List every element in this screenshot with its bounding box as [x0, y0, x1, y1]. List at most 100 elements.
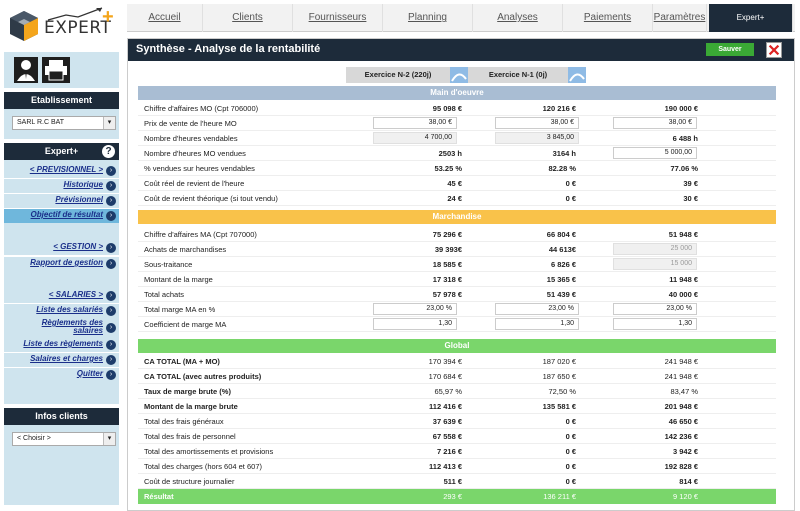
chevron-down-icon: ▾	[103, 117, 115, 129]
cell-value: 83,47 %	[670, 387, 698, 396]
close-icon[interactable]	[766, 42, 782, 58]
cell-value: 142 236 €	[664, 432, 698, 441]
margin-percent-input[interactable]: 23,00 %	[613, 303, 697, 315]
menu-previsionnel-header[interactable]: < PREVISIONNEL > ›	[4, 164, 119, 178]
hours-sold-input[interactable]: 5 000,00	[613, 147, 697, 159]
tab-parametres[interactable]: Paramètres	[653, 4, 707, 32]
margin-percent-input[interactable]: 23,00 %	[495, 303, 579, 315]
menu-reglements-salaires[interactable]: Règlements des salaires ›	[4, 318, 119, 338]
help-icon[interactable]: ?	[102, 145, 115, 158]
chart-icon[interactable]	[450, 67, 468, 83]
table-row: Achats de marchandises 39 393€ 44 613€ 25 0…	[138, 242, 776, 257]
table-row: Prix de vente de l'heure MO 38,00 € 38,00 …	[138, 116, 776, 131]
menu-quitter[interactable]: Quitter ›	[4, 368, 119, 382]
table-row: Montant de la marge brute 112 416 € 135 58…	[138, 399, 776, 414]
page-title: Synthèse - Analyse de la rentabilité	[136, 43, 321, 55]
cell-value: 9 120 €	[672, 492, 698, 501]
cell-value: 95 098 €	[432, 104, 462, 113]
cell-value: 0 €	[565, 447, 576, 456]
menu-liste-reglements[interactable]: Liste des règlements ›	[4, 338, 119, 352]
table-row: Total marge MA en % 23,00 % 23,00 % 23,00 %	[138, 302, 776, 317]
expert-title: Expert+ ?	[4, 143, 119, 160]
cell-value: 187 650 €	[542, 372, 576, 381]
page-header: Synthèse - Analyse de la rentabilité Sau…	[128, 39, 794, 61]
menu-label: Objectif de résultat	[30, 210, 103, 219]
subcontracting-input[interactable]: 15 000	[613, 258, 697, 270]
table-row: Taux de marge brute (%) 65,97 % 72,50 % 83,…	[138, 384, 776, 399]
cell-value: 46 650 €	[668, 417, 698, 426]
menu-historique[interactable]: Historique ›	[4, 179, 119, 193]
row-label: CA TOTAL (MA + MO)	[144, 357, 220, 366]
menu-previsionnel[interactable]: Prévisionnel ›	[4, 194, 119, 208]
etablissement-select[interactable]: SARL R.C BAT ▾	[12, 116, 116, 130]
hours-input[interactable]: 3 845,00	[495, 132, 579, 144]
coefficient-input[interactable]: 1,30	[495, 318, 579, 330]
coefficient-input[interactable]: 1,30	[613, 318, 697, 330]
menu-gestion-header[interactable]: < GESTION > ›	[4, 241, 119, 255]
tab-clients[interactable]: Clients	[203, 4, 293, 32]
growth-arrow-icon	[47, 7, 103, 21]
cell-value: 77.06 %	[670, 164, 698, 173]
section-marchandise: Marchandise	[138, 210, 776, 224]
menu-liste-salaries[interactable]: Liste des salariés ›	[4, 304, 119, 318]
table-row: Nombre d'heures MO vendues 2503 h 3164 h 5 …	[138, 146, 776, 161]
cell-value: 187 020 €	[542, 357, 576, 366]
save-button[interactable]: Sauver	[706, 43, 754, 56]
menu-objectif-resultat[interactable]: Objectif de résultat ›	[4, 209, 119, 223]
row-label: Achats de marchandises	[144, 245, 227, 254]
row-label: Total des frais généraux	[144, 417, 224, 426]
printer-icon[interactable]	[42, 57, 70, 83]
row-label: Montant de la marge brute	[144, 402, 238, 411]
user-profile-icon[interactable]	[14, 57, 38, 83]
cell-value: 135 581 €	[542, 402, 576, 411]
menu-spacer	[4, 382, 119, 404]
exercise-n1-header: Exercice N-1 (0j)	[468, 67, 568, 83]
client-select[interactable]: < Choisir > ▾	[12, 432, 116, 446]
app-logo[interactable]: EXPERT +	[4, 4, 119, 48]
table-row: Nombre d'heures vendables 4 700,00 3 845,0…	[138, 131, 776, 146]
row-label: Total achats	[144, 290, 185, 299]
menu-salaries-header[interactable]: < SALARIES > ›	[4, 289, 119, 303]
tab-analyses[interactable]: Analyses	[473, 4, 563, 32]
purchases-input[interactable]: 25 000	[613, 243, 697, 255]
row-label: Coût réel de revient de l'heure	[144, 179, 245, 188]
table-row: CA TOTAL (avec autres produits) 170 684 €…	[138, 369, 776, 384]
cell-value: 3 942 €	[672, 447, 698, 456]
cell-value: 53.25 %	[434, 164, 462, 173]
menu-spacer	[4, 223, 119, 241]
tab-expert-plus[interactable]: Expert+	[709, 4, 793, 32]
cell-value: 170 684 €	[428, 372, 462, 381]
etablissement-value: SARL R.C BAT	[17, 119, 65, 126]
row-label: Montant de la marge	[144, 275, 213, 284]
hours-input[interactable]: 4 700,00	[373, 132, 457, 144]
cell-value: 45 €	[447, 179, 462, 188]
table-row: Chiffre d'affaires MA (Cpt 707000) 75 296…	[138, 227, 776, 242]
price-input[interactable]: 38,00 €	[373, 117, 457, 129]
cell-value: 814 €	[679, 477, 698, 486]
cell-value: 40 000 €	[668, 290, 698, 299]
section-global: Global	[138, 339, 776, 353]
price-input[interactable]: 38,00 €	[613, 117, 697, 129]
cell-value: 72,50 %	[548, 387, 576, 396]
tab-planning[interactable]: Planning	[383, 4, 473, 32]
row-label: CA TOTAL (avec autres produits)	[144, 372, 262, 381]
cell-value: 0 €	[565, 417, 576, 426]
menu-rapport-gestion[interactable]: Rapport de gestion ›	[4, 257, 119, 271]
cell-value: 17 318 €	[432, 275, 462, 284]
chevron-right-icon: ›	[106, 211, 116, 221]
tab-fournisseurs[interactable]: Fournisseurs	[293, 4, 383, 32]
margin-percent-input[interactable]: 23,00 %	[373, 303, 457, 315]
coefficient-input[interactable]: 1,30	[373, 318, 457, 330]
menu-salaires-charges[interactable]: Salaires et charges ›	[4, 353, 119, 367]
tab-paiements[interactable]: Paiements	[563, 4, 653, 32]
cell-value: 65,97 %	[434, 387, 462, 396]
row-label: Total des charges (hors 604 et 607)	[144, 462, 262, 471]
result-row: Résultat 293 € 136 211 € 9 120 €	[138, 489, 776, 504]
table-row: Coût réel de revient de l'heure 45 € 0 € 39…	[138, 176, 776, 191]
price-input[interactable]: 38,00 €	[495, 117, 579, 129]
tab-accueil[interactable]: Accueil	[127, 4, 203, 32]
cell-value: 136 211 €	[543, 492, 576, 501]
cell-value: 7 216 €	[436, 447, 462, 456]
chart-icon[interactable]	[568, 67, 586, 83]
main-content: Synthèse - Analyse de la rentabilité Sau…	[127, 38, 795, 511]
